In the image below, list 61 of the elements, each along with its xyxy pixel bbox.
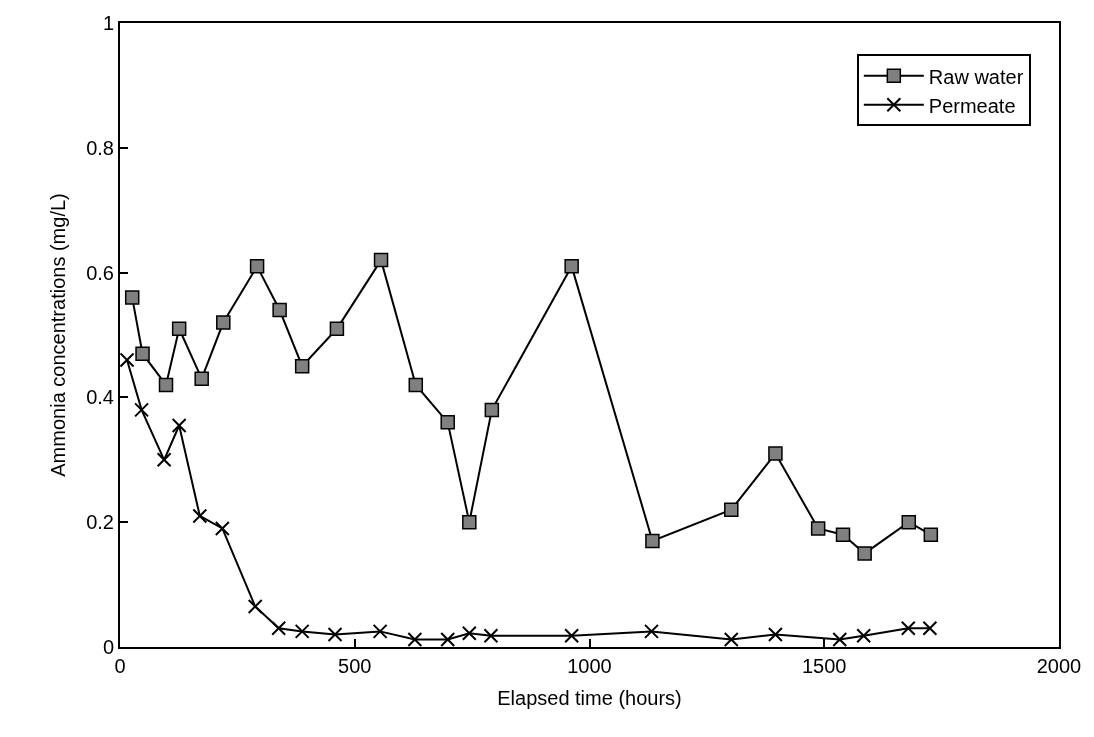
point [723, 632, 739, 647]
point [249, 259, 265, 274]
point [767, 627, 783, 643]
point [327, 627, 343, 643]
y-tick-label: 0 [102, 636, 114, 658]
x-tick-label: 1500 [802, 655, 847, 677]
y-tick-label: 0.6 [86, 261, 114, 284]
point [923, 527, 939, 542]
point [407, 632, 423, 647]
point [194, 371, 209, 386]
point [461, 625, 477, 641]
point [171, 321, 187, 337]
point [216, 315, 231, 330]
point [124, 290, 140, 305]
point [483, 628, 499, 644]
legend-label: Raw water [928, 65, 1024, 88]
point [724, 502, 739, 517]
x-axis-title: Elapsed time (hours) [497, 687, 682, 709]
point [247, 598, 263, 614]
point [564, 259, 579, 274]
x-tick-label: 500 [338, 655, 372, 677]
point [408, 377, 424, 393]
y-tick-label: 0.2 [86, 511, 114, 534]
y-axis-title: Ammonia concentrations (mg/L) [47, 193, 70, 477]
point [440, 632, 456, 647]
point [462, 514, 477, 530]
point [856, 628, 872, 644]
point [564, 628, 580, 644]
point [156, 452, 172, 468]
point [768, 446, 783, 461]
point [373, 252, 389, 268]
point [645, 533, 660, 549]
point [372, 623, 388, 639]
x-tick-label: 2000 [1036, 655, 1082, 677]
point [135, 346, 150, 361]
point [294, 623, 310, 639]
point [214, 520, 230, 536]
point [272, 302, 287, 318]
point [329, 321, 345, 337]
point [832, 632, 848, 647]
point [158, 377, 174, 393]
legend-label: Permeate [928, 94, 1016, 117]
point [835, 527, 851, 542]
point [120, 352, 135, 368]
y-tick-label: 1 [102, 12, 114, 34]
point [922, 620, 938, 636]
point [271, 620, 287, 636]
point [294, 358, 310, 374]
point [857, 546, 872, 561]
point [810, 521, 826, 536]
y-tick-label: 0.8 [86, 136, 114, 159]
point [440, 415, 455, 430]
point [643, 623, 659, 639]
point [171, 417, 187, 433]
point [900, 620, 916, 636]
point [192, 508, 208, 524]
point [134, 402, 150, 418]
y-tick-label: 0.4 [86, 386, 114, 409]
point [484, 402, 500, 418]
x-tick-label: 1000 [567, 655, 612, 677]
point [901, 514, 917, 530]
